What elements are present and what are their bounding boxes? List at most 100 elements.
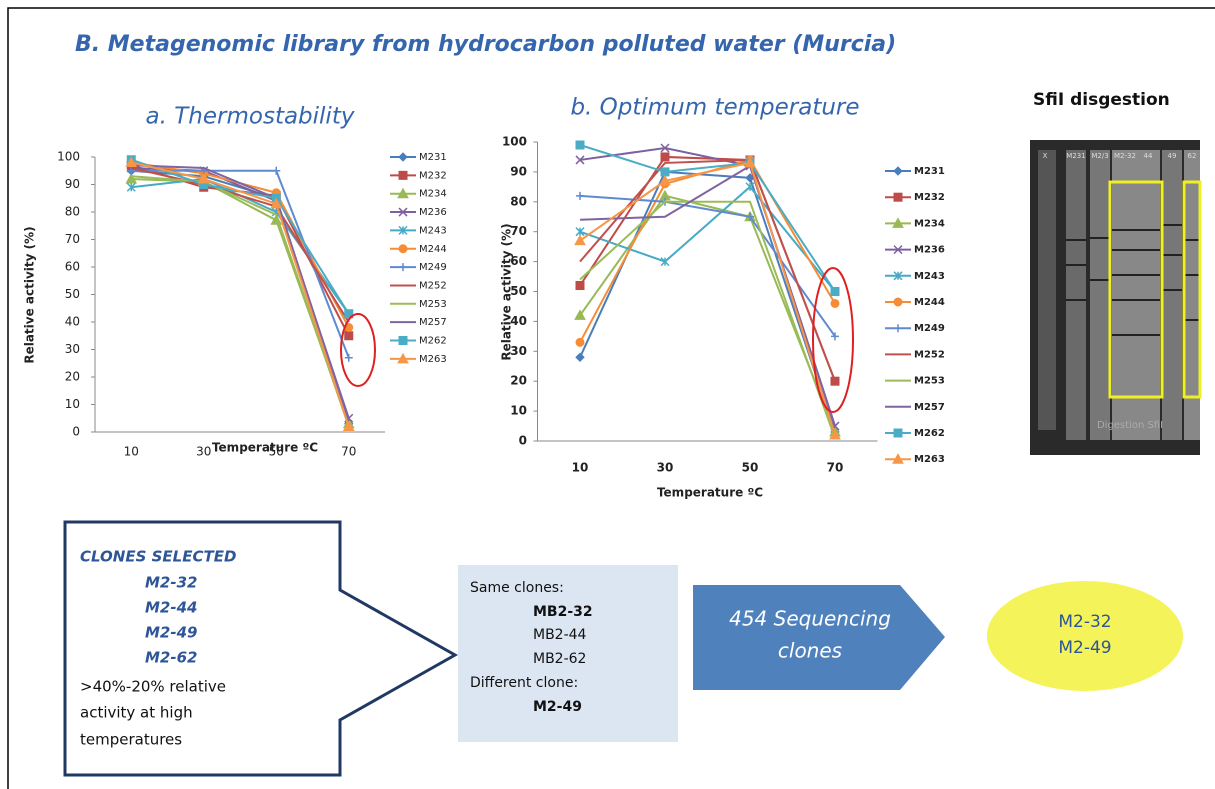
same-clone: MB2-62 [533,651,586,667]
selected-note: temperatures [80,731,182,749]
legend-label: M249 [419,262,447,273]
gel-lane [1162,150,1182,440]
gel-image: Digestion SfiI [1030,140,1200,455]
point-marker [576,338,584,346]
legend-label: M253 [914,376,945,387]
legend-label: M253 [419,299,447,310]
legend-label: M243 [914,271,945,282]
y-tick-label: 60 [65,260,80,274]
legend-label: M244 [419,244,447,255]
legend-label: M236 [914,245,945,256]
legend-marker [399,171,407,179]
result-ellipse [987,581,1183,691]
chart-title: b. Optimum temperature [570,95,859,121]
x-tick-label: 10 [124,445,139,459]
x-tick-label: 10 [572,461,589,475]
selected-note: activity at high [80,704,193,722]
legend-label: M231 [914,166,945,177]
gel-lane-label: M2-32 [1114,152,1136,160]
legend-label: M234 [914,218,945,229]
legend-label: M232 [914,192,945,203]
y-tick-label: 0 [72,425,80,439]
y-tick-label: 0 [519,434,527,448]
y-tick-label: 80 [65,205,80,219]
y-tick-label: 50 [65,287,80,301]
y-tick-label: 100 [502,135,527,149]
gel-title: SfiI disgestion [1033,90,1170,110]
legend-marker [894,193,902,201]
point-marker [661,153,669,161]
y-tick-label: 50 [510,284,527,298]
y-tick-label: 10 [65,397,80,411]
x-tick-label: 50 [269,445,284,459]
y-tick-label: 40 [65,315,80,329]
result-clone: M2-32 [1058,612,1111,632]
legend-marker [399,245,407,253]
x-tick-label: 30 [196,445,211,459]
gel-lane [1066,150,1086,440]
legend-label: M257 [914,402,945,413]
y-tick-label: 80 [510,194,527,208]
same-clone: MB2-44 [533,627,587,643]
gel-lane-label: 62 [1188,152,1197,160]
x-tick-label: 50 [742,461,759,475]
selected-clone: M2-49 [145,624,197,642]
legend-label: M263 [914,454,945,465]
x-tick-label: 30 [657,461,674,475]
gel-lane [1038,150,1056,430]
different-clone: M2-49 [533,699,582,715]
legend-label: M243 [419,225,447,236]
legend-label: M231 [419,152,447,163]
legend-marker [894,298,902,306]
slide: B. Metagenomic library from hydrocarbon … [0,0,1215,789]
legend-label: M249 [914,323,945,334]
sequencing-text: 454 Sequencing [729,607,891,631]
legend-label: M252 [419,280,447,291]
legend-label: M262 [914,428,945,439]
sequencing-arrow [693,585,945,690]
gel-lane-label: 49 [1168,152,1177,160]
legend-label: M263 [419,354,447,365]
different-label: Different clone: [470,675,578,691]
sequencing-text: clones [778,639,842,663]
point-marker [831,288,839,296]
point-marker [345,332,353,340]
gel-lane [1090,150,1110,440]
gel-lane-label: M2/3 [1091,152,1108,160]
selected-clone: M2-32 [145,574,197,592]
gel-caption: Digestion SfiI [1097,420,1163,431]
legend-label: M262 [419,336,447,347]
y-tick-label: 70 [65,232,80,246]
y-tick-label: 20 [510,374,527,388]
y-tick-label: 30 [65,342,80,356]
y-tick-label: 40 [510,314,527,328]
x-tick-label: 70 [341,445,356,459]
x-axis-label: Temperature ºC [657,486,763,500]
selected-clone: M2-62 [145,649,197,667]
gel-lane-label: M231 [1066,152,1085,160]
same-label: Same clones: [470,580,564,596]
chart-title: a. Thermostability [146,104,355,130]
legend-label: M234 [419,189,447,200]
gel-lane-label: X [1043,152,1048,160]
selected-clone: M2-44 [145,599,197,617]
y-tick-label: 10 [510,404,527,418]
same-clone: MB2-32 [533,604,593,620]
selected-title: CLONES SELECTED [80,548,236,566]
legend-label: M232 [419,170,447,181]
gel-lane-label: 44 [1144,152,1153,160]
point-marker [576,141,584,149]
selected-note: >40%-20% relative [80,678,226,696]
y-tick-label: 70 [510,224,527,238]
y-tick-label: 90 [510,164,527,178]
legend-marker [399,337,407,345]
y-axis-label: Relative activity (%) [23,226,37,363]
legend-marker [894,429,902,437]
x-axis-label: Temperature ºC [212,441,318,455]
result-clone: M2-49 [1058,638,1111,658]
legend-label: M244 [914,297,945,308]
y-tick-label: 30 [510,344,527,358]
x-tick-label: 70 [827,461,844,475]
point-marker [576,282,584,290]
y-tick-label: 20 [65,370,80,384]
